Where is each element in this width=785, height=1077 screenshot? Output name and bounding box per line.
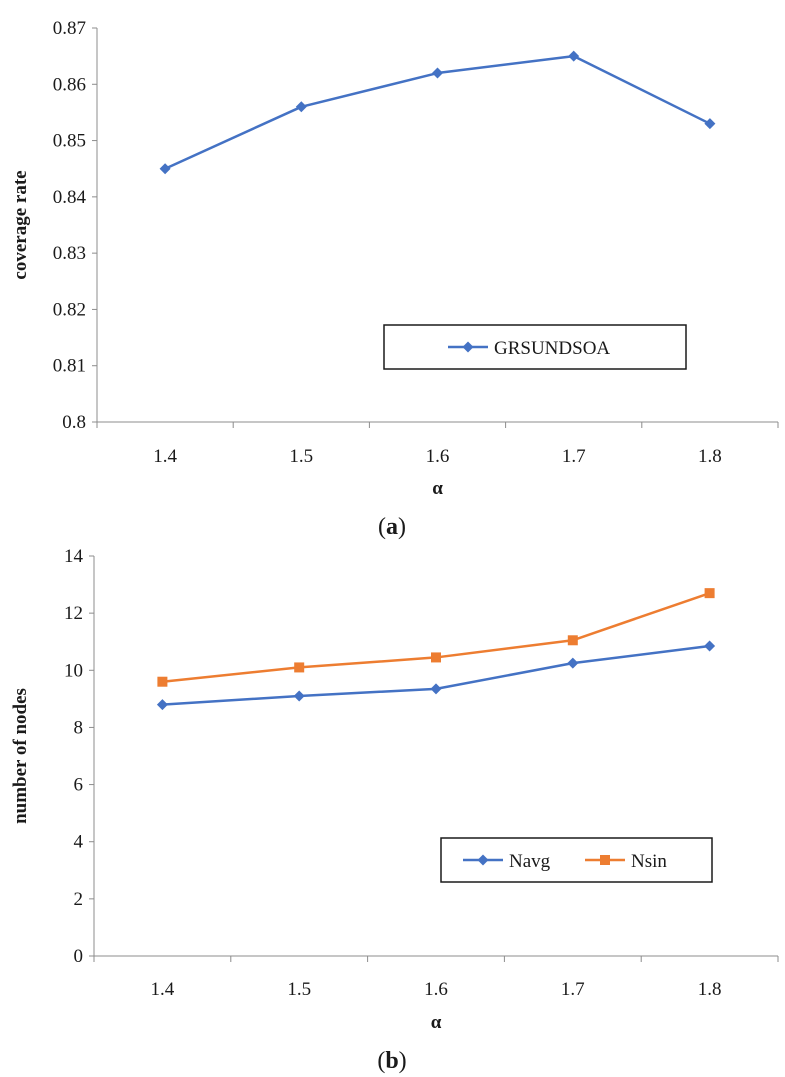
series-Nsin [157, 588, 715, 687]
data-point [567, 657, 579, 669]
legend-marker [462, 341, 474, 353]
series-line [162, 591, 711, 683]
data-point [294, 662, 305, 673]
data-point [430, 683, 442, 695]
y-tick-label: 0.85 [53, 131, 86, 152]
y-tick-label: 0.84 [53, 187, 87, 208]
x-axis-title: α [431, 1012, 442, 1033]
x-tick-label: 1.7 [561, 979, 585, 1000]
y-axis-title: number of nodes [10, 688, 31, 824]
panel-caption: (a) [378, 514, 406, 540]
data-point [568, 50, 580, 62]
caption-letter: a [386, 514, 398, 540]
legend: Navg Nsin [440, 837, 713, 883]
caption-letter: b [385, 1048, 398, 1074]
x-tick-label: 1.4 [151, 979, 175, 1000]
data-point [567, 635, 578, 646]
legend-box [440, 837, 713, 883]
legend-marker [600, 855, 610, 865]
y-tick-label: 0.83 [53, 243, 86, 264]
legend-box [383, 324, 687, 370]
y-tick-label: 0.81 [53, 356, 86, 377]
y-tick-label: 0.8 [62, 412, 86, 433]
legend-label: Navg [509, 851, 551, 872]
legend-label: Nsin [631, 851, 667, 872]
caption-open: ( [377, 1048, 385, 1074]
legend-label: GRSUNDSOA [494, 338, 610, 359]
data-point [156, 699, 168, 711]
y-tick-label: 2 [74, 889, 84, 910]
chart-panel-2: 0 2 4 6 8 10 12 14 1.4 1.5 1.6 1.7 1.8 α number of nod… [10, 546, 779, 1074]
x-tick-label: 1.8 [698, 446, 722, 467]
data-point [704, 588, 715, 599]
y-axis-title: coverage rate [10, 170, 31, 279]
y-tick-label: 6 [74, 775, 84, 796]
x-tick-label: 1.4 [153, 446, 177, 467]
x-tick-label: 1.5 [287, 979, 311, 1000]
caption-open: ( [378, 514, 386, 540]
legend: GRSUNDSOA [383, 324, 687, 370]
data-point [432, 67, 443, 79]
series-GRSUNDSOA [159, 50, 716, 175]
data-point [293, 690, 305, 702]
x-tick-label: 1.7 [562, 446, 586, 467]
chart-panel-1: 0.8 0.81 0.82 0.83 0.84 0.85 0.86 0.87 1.4 1.5 1.6… [10, 18, 779, 540]
caption-close: ) [398, 514, 406, 540]
x-tick-label: 1.8 [698, 979, 722, 1000]
data-point [157, 676, 168, 687]
y-tick-label: 0.86 [53, 74, 86, 95]
y-tick-label: 14 [64, 546, 84, 567]
y-tick-label: 12 [64, 603, 83, 624]
x-tick-label: 1.5 [289, 446, 313, 467]
data-point [159, 163, 171, 175]
caption-close: ) [399, 1048, 407, 1074]
y-tick-label: 8 [74, 717, 84, 738]
y-tick-label: 10 [64, 660, 83, 681]
data-point [704, 118, 716, 130]
data-point [704, 640, 716, 652]
legend-marker [477, 854, 489, 866]
x-tick-label: 1.6 [424, 979, 448, 1000]
y-tick-label: 0.82 [53, 299, 86, 320]
x-axis-title: α [432, 478, 443, 499]
data-point [295, 101, 307, 113]
y-tick-label: 0 [74, 946, 84, 967]
y-tick-label: 4 [74, 832, 84, 853]
panel-caption: (b) [377, 1048, 406, 1074]
data-point [431, 652, 441, 663]
y-tick-label: 0.87 [53, 18, 86, 39]
series-Navg [156, 640, 716, 711]
x-tick-label: 1.6 [426, 446, 450, 467]
